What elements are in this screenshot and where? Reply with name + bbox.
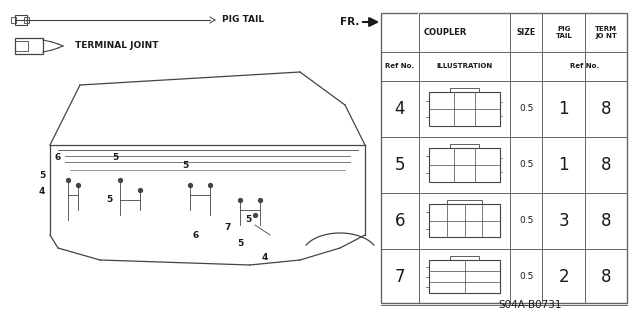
Bar (429, 260, 500, 293)
Text: 1: 1 (559, 156, 569, 174)
Bar (429, 148, 500, 182)
Text: 5: 5 (245, 216, 251, 225)
Bar (451, 144, 479, 148)
Text: 0.5: 0.5 (519, 160, 533, 169)
Text: 1: 1 (559, 100, 569, 118)
Text: 6: 6 (55, 153, 61, 162)
Bar (15, 38, 43, 54)
Bar (429, 92, 500, 126)
Text: 5: 5 (106, 196, 112, 204)
Text: COUPLER: COUPLER (424, 28, 467, 37)
Text: 6: 6 (395, 212, 405, 230)
Text: Ref No.: Ref No. (385, 63, 415, 70)
Text: 0.5: 0.5 (519, 272, 533, 281)
Text: TERMINAL JOINT: TERMINAL JOINT (75, 41, 159, 50)
Text: 5: 5 (395, 156, 405, 174)
Text: 4: 4 (395, 100, 405, 118)
Text: FR.: FR. (340, 17, 360, 27)
Bar (24, 17, 29, 23)
Text: SIZE: SIZE (516, 28, 536, 37)
Bar (585, 52, 586, 81)
Text: 8: 8 (601, 156, 611, 174)
Text: 7: 7 (225, 224, 231, 233)
Text: 0.5: 0.5 (519, 104, 533, 114)
Text: 4: 4 (262, 254, 268, 263)
Text: PIG
TAIL: PIG TAIL (556, 26, 572, 39)
Text: 4: 4 (39, 188, 45, 197)
Text: S04A-B0731: S04A-B0731 (499, 300, 562, 310)
Text: 0.5: 0.5 (519, 216, 533, 225)
Text: 5: 5 (112, 153, 118, 162)
Text: 5: 5 (237, 239, 243, 248)
Bar (381, 13, 627, 303)
Text: 3: 3 (559, 212, 569, 230)
Bar (15, 15, 27, 25)
Text: 8: 8 (601, 212, 611, 230)
Text: 2: 2 (559, 268, 569, 286)
Bar (15, 41, 28, 51)
Bar (429, 204, 500, 237)
Text: 7: 7 (395, 268, 405, 286)
Bar (451, 256, 479, 260)
Text: 5: 5 (182, 160, 188, 169)
Text: Ref No.: Ref No. (570, 63, 599, 70)
Bar (447, 200, 483, 204)
Text: 5: 5 (39, 170, 45, 180)
Text: 8: 8 (601, 100, 611, 118)
Text: 6: 6 (193, 231, 199, 240)
Text: TERM
JO NT: TERM JO NT (595, 26, 617, 39)
Text: ILLUSTRATION: ILLUSTRATION (436, 63, 493, 70)
Text: PIG TAIL: PIG TAIL (222, 16, 264, 25)
Bar (451, 88, 479, 92)
Bar (11, 17, 16, 23)
Text: 8: 8 (601, 268, 611, 286)
